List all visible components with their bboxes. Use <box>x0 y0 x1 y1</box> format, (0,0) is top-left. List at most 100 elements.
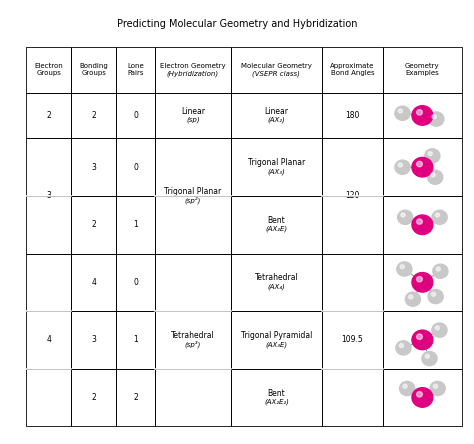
Circle shape <box>430 381 445 396</box>
Bar <box>116 369 155 426</box>
Bar <box>231 196 322 254</box>
Circle shape <box>428 152 432 155</box>
Bar <box>71 254 116 311</box>
Text: Electron Geometry: Electron Geometry <box>160 63 226 69</box>
Bar <box>116 311 155 369</box>
Bar <box>71 369 116 426</box>
Bar <box>71 47 116 92</box>
Bar <box>231 254 322 311</box>
Bar <box>71 92 116 139</box>
Text: 3: 3 <box>91 163 96 172</box>
Text: 0: 0 <box>133 278 138 287</box>
Bar <box>26 196 71 254</box>
Bar <box>116 92 155 139</box>
Text: (AX₂E): (AX₂E) <box>265 226 288 233</box>
Bar <box>383 92 462 139</box>
Circle shape <box>397 262 412 276</box>
Bar <box>71 196 116 254</box>
Text: 2: 2 <box>133 393 138 402</box>
Text: 2: 2 <box>91 111 96 120</box>
Text: Predicting Molecular Geometry and Hybridization: Predicting Molecular Geometry and Hybrid… <box>117 20 357 29</box>
Text: (AX₂): (AX₂) <box>267 117 285 123</box>
Circle shape <box>398 109 402 113</box>
Text: 1: 1 <box>133 220 138 229</box>
Bar <box>116 196 155 254</box>
Bar <box>116 139 155 196</box>
Text: 120: 120 <box>345 191 360 201</box>
Text: Trigonal Pyramidal: Trigonal Pyramidal <box>241 331 312 340</box>
Bar <box>383 254 462 311</box>
Circle shape <box>398 163 402 167</box>
Text: Electron
Groups: Electron Groups <box>34 63 63 76</box>
Circle shape <box>412 273 433 292</box>
Bar <box>71 311 116 369</box>
Bar <box>26 254 71 311</box>
Circle shape <box>400 381 415 396</box>
Circle shape <box>403 384 407 388</box>
Bar <box>155 311 231 369</box>
Text: (sp²): (sp²) <box>184 197 201 204</box>
Bar <box>26 369 71 426</box>
Bar <box>155 254 231 311</box>
Text: Molecular Geometry: Molecular Geometry <box>241 63 312 69</box>
Bar <box>383 369 462 426</box>
Bar <box>155 92 231 139</box>
Text: Lone
Pairs: Lone Pairs <box>127 63 144 76</box>
Circle shape <box>428 170 443 184</box>
Bar <box>322 254 383 311</box>
Circle shape <box>405 292 420 306</box>
Text: Approximate
Bond Angles: Approximate Bond Angles <box>330 63 374 76</box>
Text: Tetrahedral: Tetrahedral <box>255 274 298 282</box>
Text: Linear: Linear <box>264 107 289 115</box>
Text: Linear: Linear <box>181 107 205 115</box>
Bar <box>155 47 231 92</box>
Text: 2: 2 <box>91 220 96 229</box>
Circle shape <box>433 264 448 278</box>
Circle shape <box>436 213 439 217</box>
Bar <box>383 196 462 254</box>
Circle shape <box>432 115 437 119</box>
Circle shape <box>400 265 404 269</box>
Text: (sp³): (sp³) <box>184 341 201 348</box>
Text: 109.5: 109.5 <box>341 335 363 345</box>
Text: 1: 1 <box>133 335 138 345</box>
Bar <box>231 369 322 426</box>
Text: Tetrahedral: Tetrahedral <box>171 331 215 340</box>
Text: 0: 0 <box>133 111 138 120</box>
Circle shape <box>435 326 439 330</box>
Text: 2: 2 <box>46 111 51 120</box>
Circle shape <box>417 277 422 282</box>
Bar <box>26 311 71 369</box>
Text: 4: 4 <box>91 278 96 287</box>
Bar <box>26 47 71 92</box>
Bar <box>231 47 322 92</box>
Text: 4: 4 <box>46 335 51 345</box>
Bar <box>322 196 383 254</box>
Circle shape <box>412 106 433 125</box>
Circle shape <box>409 295 413 299</box>
Circle shape <box>395 106 410 120</box>
Circle shape <box>401 213 405 217</box>
Circle shape <box>412 330 433 350</box>
Circle shape <box>431 173 435 177</box>
Circle shape <box>422 352 437 366</box>
Bar <box>155 196 231 254</box>
Bar <box>322 92 383 139</box>
Bar <box>116 47 155 92</box>
Bar <box>116 254 155 311</box>
Circle shape <box>431 292 436 296</box>
Text: Geometry
Examples: Geometry Examples <box>405 63 440 76</box>
Circle shape <box>396 341 411 355</box>
Circle shape <box>428 289 443 304</box>
Text: 2: 2 <box>91 393 96 402</box>
Bar <box>26 139 71 196</box>
Circle shape <box>412 388 433 407</box>
Text: (Hybridization): (Hybridization) <box>167 71 219 77</box>
Text: 3: 3 <box>46 191 51 201</box>
Text: Bonding
Groups: Bonding Groups <box>80 63 108 76</box>
Bar <box>71 139 116 196</box>
Text: 180: 180 <box>345 111 360 120</box>
Text: (AX₂E₂): (AX₂E₂) <box>264 399 289 405</box>
Bar <box>322 139 383 196</box>
Text: Trigonal Planar: Trigonal Planar <box>164 187 221 196</box>
